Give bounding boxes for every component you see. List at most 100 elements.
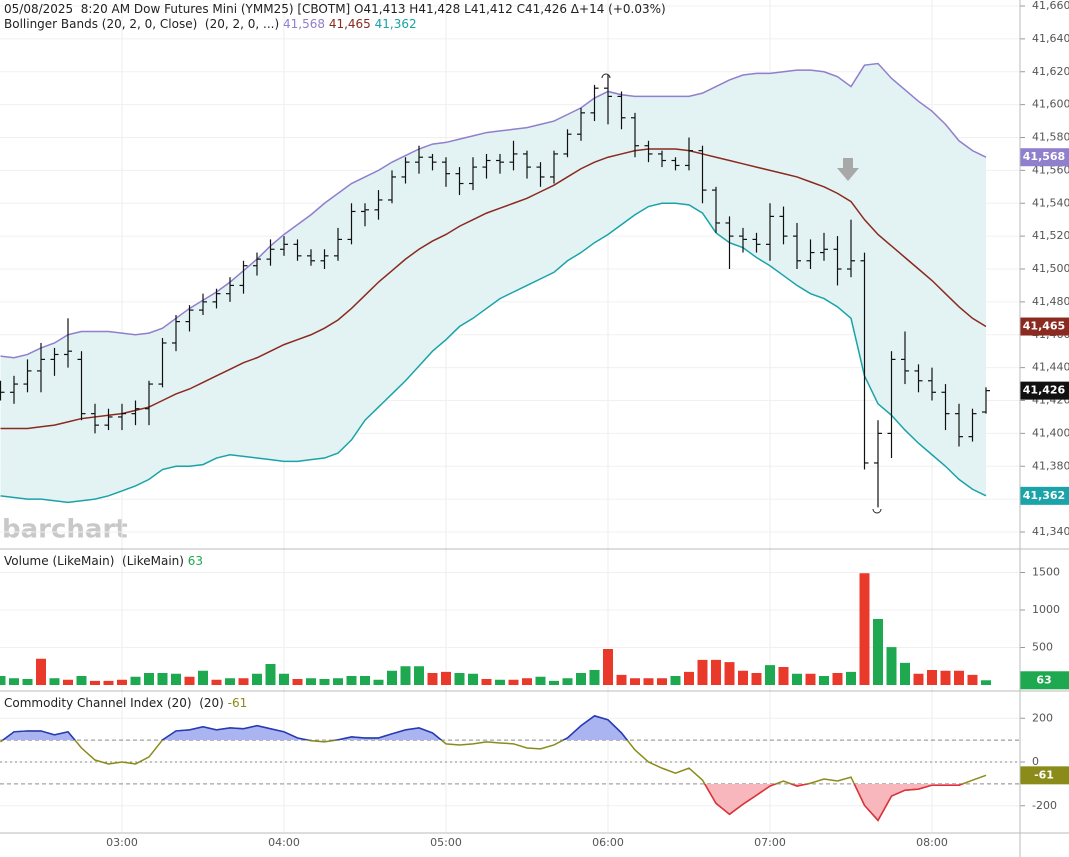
cci-line [0, 715, 987, 822]
volume-bar [9, 678, 19, 685]
cci-line-below [703, 783, 965, 822]
volume-bar [90, 680, 100, 685]
volume-bar [616, 674, 627, 685]
y-tick-label: 41,400 [1032, 426, 1069, 439]
volume-bar [265, 664, 276, 685]
y-tick-label: 1500 [1032, 566, 1060, 579]
y-tick-label: 41,640 [1032, 32, 1069, 45]
y-tick-label: 1000 [1032, 603, 1060, 616]
volume-bar [117, 679, 127, 685]
volume-bar [279, 673, 289, 685]
volume-bar [306, 678, 316, 685]
volume-bar [211, 679, 222, 685]
volume-bar [103, 680, 114, 685]
volume-bar [819, 676, 829, 685]
volume-bar [22, 679, 33, 685]
volume-bar [724, 662, 735, 685]
legend-value: 41,568 [282, 17, 325, 31]
volume-bar [522, 678, 532, 685]
y-tick-label: 41,500 [1032, 262, 1069, 275]
volume-bar [562, 678, 573, 685]
volume-bar [765, 665, 775, 685]
volume-bar [778, 667, 789, 685]
volume-bar [495, 679, 505, 685]
volume-bar [630, 678, 640, 685]
x-tick-label: 04:00 [268, 836, 300, 849]
y-tick-label: 41,600 [1032, 98, 1069, 111]
y-tick-label: 41,340 [1032, 525, 1069, 538]
volume-bar [684, 671, 694, 685]
volume-bar [454, 673, 465, 685]
volume-bar [63, 679, 73, 685]
volume-bar [441, 671, 451, 685]
price-badge [1020, 766, 1069, 785]
volume-bar [360, 676, 370, 685]
volume-bar [751, 673, 762, 685]
volume-bar [252, 673, 262, 685]
volume-bar [549, 680, 559, 685]
volume-bar [927, 670, 937, 685]
volume-bar [225, 678, 235, 685]
legend-value: -61 [227, 696, 248, 710]
volume-header: Volume (LikeMain) (LikeMain) 63 [4, 554, 203, 568]
volume-bar [346, 676, 357, 685]
volume-bar [171, 673, 181, 685]
cci-header: Commodity Channel Index (20) (20) -61 [4, 696, 247, 710]
volume-bar [859, 573, 870, 685]
volume-bar [184, 676, 195, 685]
volume-bar [981, 680, 991, 685]
volume-bar [49, 678, 60, 685]
y-tick-label: 41,440 [1032, 361, 1069, 374]
y-tick-label: 41,560 [1032, 163, 1069, 176]
volume-bar [792, 673, 802, 685]
volume-bar [643, 678, 654, 685]
volume-bar [603, 649, 613, 685]
volume-bar [198, 670, 208, 685]
volume-bar [711, 659, 721, 685]
badge-label: -61 [1034, 768, 1054, 781]
volume-bar [427, 673, 438, 685]
x-tick-label: 05:00 [430, 836, 462, 849]
y-tick-label: 41,620 [1032, 65, 1069, 78]
cci-fill-below [0, 783, 986, 821]
volume-bar [373, 679, 384, 685]
price-badge [1020, 671, 1069, 690]
volume-bar [400, 666, 411, 685]
price-badge [1020, 486, 1069, 505]
y-tick-label: 200 [1032, 711, 1053, 724]
volume-bar [589, 670, 600, 685]
x-tick-label: 06:00 [592, 836, 624, 849]
badge-label: 41,426 [1023, 384, 1066, 397]
volume-bar [873, 619, 883, 685]
x-tick-label: 03:00 [106, 836, 138, 849]
x-tick-label: 08:00 [916, 836, 948, 849]
y-tick-label: 41,480 [1032, 295, 1069, 308]
volume-bar [967, 674, 978, 685]
volume-bar [670, 676, 681, 685]
volume-bar [144, 673, 154, 685]
indicator-label: Volume (LikeMain) (LikeMain) [4, 554, 184, 568]
price-badge [1020, 317, 1069, 336]
y-tick-label: 500 [1032, 641, 1053, 654]
price-header: 05/08/2025 8:20 AM Dow Futures Mini (YMM… [4, 2, 666, 16]
badge-label: 41,568 [1023, 150, 1065, 163]
volume-bar [0, 676, 6, 685]
y-tick-label: 41,660 [1032, 0, 1069, 12]
price-badge [1020, 148, 1069, 167]
y-tick-label: 41,540 [1032, 196, 1069, 209]
y-tick-label: 41,380 [1032, 459, 1069, 472]
indicator-label: Bollinger Bands (20, 2, 0, Close) (20, 2… [4, 17, 280, 31]
volume-bar [697, 659, 708, 685]
y-tick-label: 41,520 [1032, 229, 1069, 242]
signal-arrow [837, 158, 859, 181]
volume-bar [508, 679, 519, 685]
volume-bar [535, 676, 546, 685]
y-tick-label: -200 [1032, 799, 1057, 812]
volume-bar [292, 679, 303, 685]
low-marker [872, 508, 882, 514]
bands-header: Bollinger Bands (20, 2, 0, Close) (20, 2… [4, 17, 417, 31]
badge-label: 63 [1036, 673, 1051, 686]
volume-bar [414, 666, 424, 685]
